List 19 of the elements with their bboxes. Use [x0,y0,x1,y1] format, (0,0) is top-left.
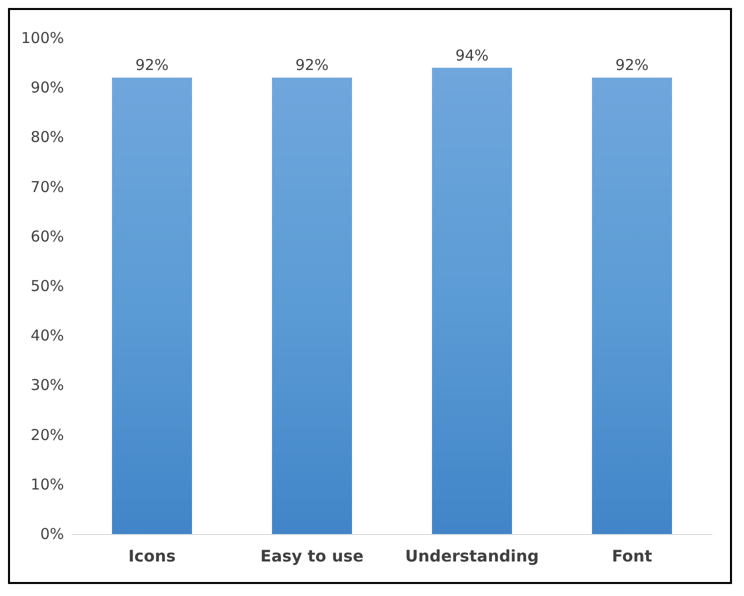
data-label: 92% [615,56,649,74]
y-tick-label: 40% [30,326,64,345]
y-tick-label: 0% [40,525,64,543]
y-tick-label: 20% [30,426,64,444]
x-tick-label: Understanding [405,546,539,566]
x-tick-label: Easy to use [260,546,364,566]
y-tick-label: 60% [30,227,64,246]
y-tick-label: 70% [30,178,64,196]
data-label: 94% [455,46,489,64]
y-tick-label: 10% [30,475,64,494]
x-tick-label: Icons [128,546,176,566]
data-label: 92% [295,56,329,74]
y-tick-label: 80% [30,128,64,146]
y-tick-label: 50% [30,277,64,295]
y-tick-label: 100% [21,29,64,47]
y-tick-label: 90% [30,78,64,97]
data-label: 92% [135,56,169,74]
x-tick-label: Font [612,546,653,566]
y-tick-label: 30% [30,376,64,394]
